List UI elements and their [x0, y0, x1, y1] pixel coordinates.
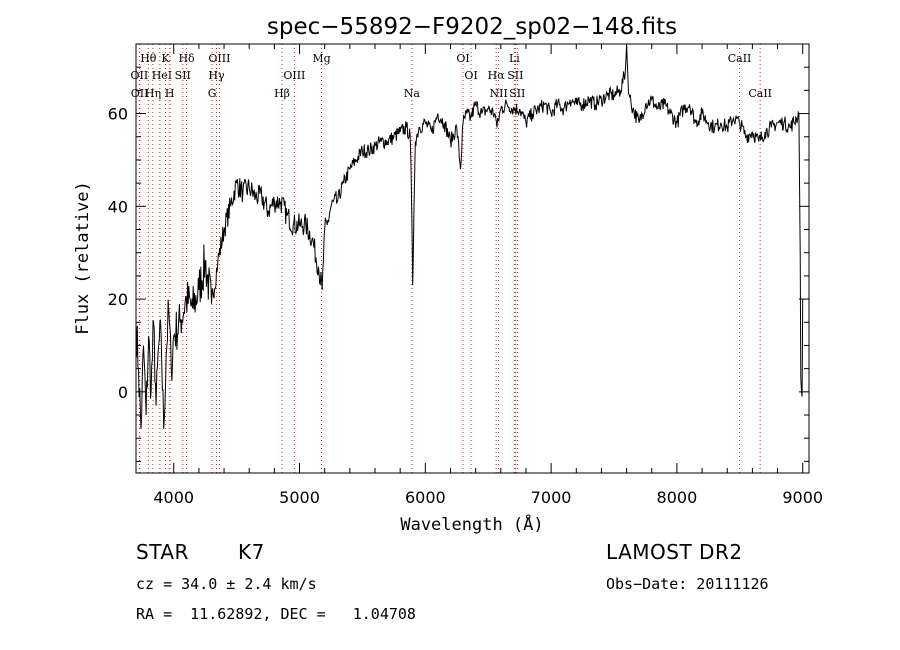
spectral-line-label: OIII [283, 69, 305, 82]
spectral-line-label: OII [131, 69, 149, 82]
object-class: STAR [136, 540, 189, 564]
spectral-line-label: He [152, 69, 168, 82]
spectral-line-label: OIII [208, 52, 230, 65]
x-tick-label: 8000 [657, 488, 698, 507]
spectral-line-label: CaII [748, 87, 772, 100]
plot-frame [135, 43, 810, 474]
y-tick-label: 40 [108, 197, 128, 216]
y-axis-label: Flux (relative) [73, 181, 93, 335]
spectral-line-label: G [208, 87, 217, 100]
spectrum-series-line [135, 43, 804, 429]
spectral-line-label: OII [131, 87, 149, 100]
spectral-line-label: Li [509, 52, 520, 65]
spectral-line-label: Na [404, 87, 421, 100]
y-tick-label: 20 [108, 290, 128, 309]
y-tick-label: 60 [108, 105, 128, 124]
spectral-line-label: NII [490, 87, 508, 100]
spectral-line-label: Hγ [208, 69, 225, 82]
x-axis-label: Wavelength (Å) [400, 513, 543, 535]
survey-name: LAMOST DR2 [606, 540, 743, 564]
x-tick-label: 5000 [279, 488, 320, 507]
coordinates: RA = 11.62892, DEC = 1.04708 [136, 605, 416, 623]
x-axis: 4000 5000 6000 7000 8000 9000 [153, 44, 823, 507]
spectral-line-label: Hη [145, 87, 161, 100]
x-tick-label: 4000 [153, 488, 194, 507]
spectral-line-label: SII [507, 69, 523, 82]
spectral-line-label: OI [464, 69, 477, 82]
spectral-line-label: Mg [312, 52, 330, 65]
observation-date: Obs−Date: 20111126 [606, 575, 769, 593]
spectral-line-label: K [161, 52, 170, 65]
spectral-line-label: Hδ [178, 52, 195, 65]
spectral-line-label: SII [175, 69, 191, 82]
y-tick-label: 0 [118, 383, 128, 402]
x-tick-label: 7000 [531, 488, 572, 507]
spectral-line-label: CaII [728, 52, 752, 65]
spectral-line-label: Hα [488, 69, 506, 82]
y-axis: 0 20 40 60 [108, 43, 809, 462]
spectral-line-label: SII [509, 87, 525, 100]
spectral-line-label: OI [456, 52, 469, 65]
object-subclass: K7 [238, 540, 265, 564]
x-tick-label: 6000 [405, 488, 446, 507]
chart-title: spec−55892−F9202_sp02−148.fits [267, 14, 677, 40]
spectral-line-label: Hβ [274, 87, 290, 100]
spectral-line-label: H [165, 87, 175, 100]
spectral-line-label: I [168, 69, 172, 82]
redshift-velocity: cz = 34.0 ± 2.4 km/s [136, 575, 317, 593]
x-tick-label: 9000 [782, 488, 823, 507]
spectral-line-label: Hθ [140, 52, 157, 65]
